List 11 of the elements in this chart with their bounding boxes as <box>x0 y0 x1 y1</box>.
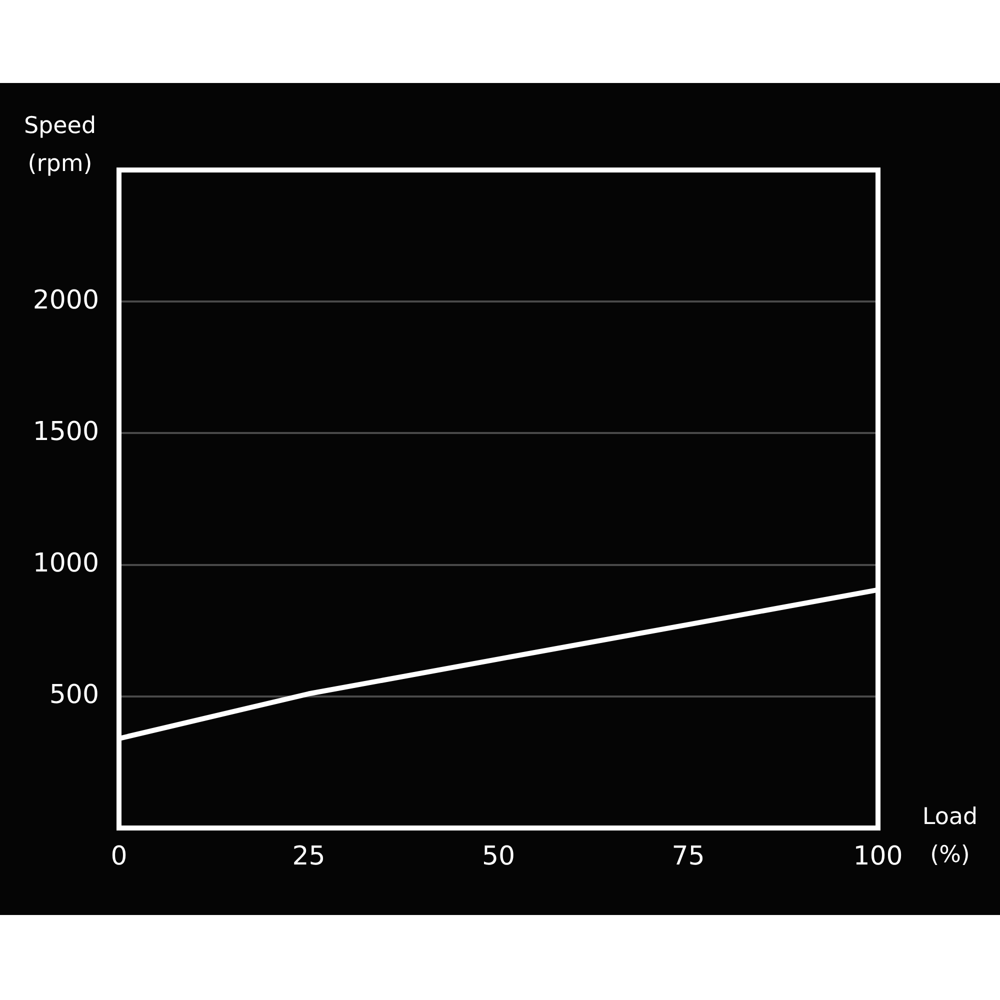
y-axis-title: Speed (rpm) <box>24 112 96 177</box>
y-tick-label: 500 <box>49 680 99 710</box>
y-tick-label: 2000 <box>32 285 99 316</box>
x-tick-label: 50 <box>482 841 516 872</box>
x-tick-label: 0 <box>110 841 128 872</box>
x-tick-label: 75 <box>672 841 705 872</box>
y-tick-label: 1500 <box>32 416 99 447</box>
y-tick-label: 1000 <box>32 548 99 579</box>
x-tick-label: 25 <box>292 841 326 872</box>
x-axis-title: Load (%) <box>922 804 978 868</box>
x-tick-label: 100 <box>853 841 903 872</box>
